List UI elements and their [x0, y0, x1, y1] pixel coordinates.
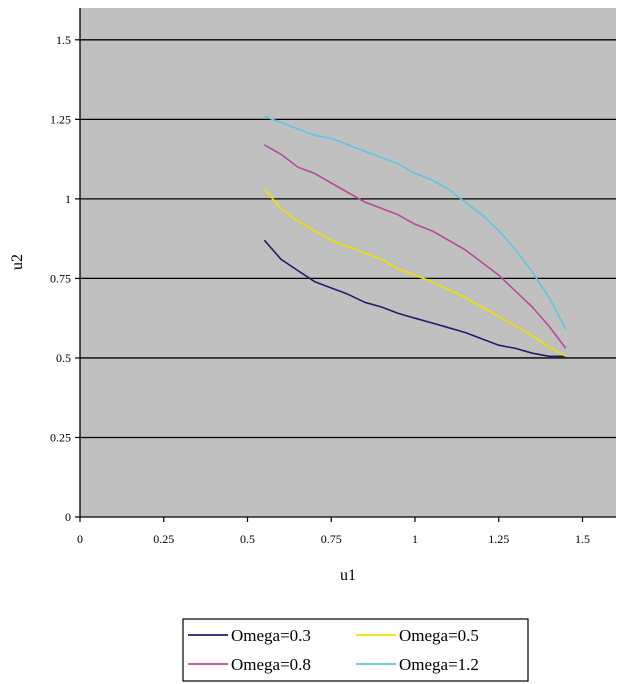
y-tick-label: 0.5	[56, 351, 71, 365]
legend-box	[182, 618, 529, 682]
y-tick-label: 1.25	[50, 112, 71, 126]
series-line-1	[263, 239, 566, 358]
series-line-2	[263, 188, 567, 357]
legend-label: Omega=0.8	[231, 655, 311, 674]
series-lines	[263, 115, 567, 358]
legend-label: Omega=0.5	[399, 626, 479, 645]
axes	[79, 8, 616, 518]
y-axis-title: u2	[9, 254, 26, 270]
y-axis-ticks: 0 0.25 0.5 0.75 1 1.25 1.5	[50, 33, 80, 524]
x-tick-label: 0.75	[321, 532, 342, 546]
y-tick-label: 0.25	[50, 430, 71, 444]
x-tick-label: 0.5	[240, 532, 255, 546]
x-tick-label: 0.25	[153, 532, 174, 546]
x-axis-ticks: 0 0.25 0.5 0.75 1 1.25 1.5	[77, 517, 590, 546]
legend-items: Omega=0.3 Omega=0.5 Omega=0.8 Omega=1.2	[188, 626, 479, 674]
series-line-4	[264, 115, 567, 330]
x-tick-label: 1.5	[575, 532, 590, 546]
legend-label: Omega=1.2	[399, 655, 479, 674]
legend-label: Omega=0.3	[231, 626, 311, 645]
y-tick-label: 1	[65, 192, 71, 206]
legend: Omega=0.3 Omega=0.5 Omega=0.8 Omega=1.2	[182, 618, 529, 682]
x-tick-label: 1	[412, 532, 418, 546]
y-tick-label: 1.5	[56, 33, 71, 47]
x-tick-label: 0	[77, 532, 83, 546]
y-tick-label: 0	[65, 510, 71, 524]
x-tick-label: 1.25	[488, 532, 509, 546]
plot-area	[80, 8, 616, 517]
series-line-3	[263, 144, 567, 349]
gridlines	[80, 39, 616, 439]
y-tick-label: 0.75	[50, 271, 71, 285]
x-axis-title: u1	[340, 567, 356, 584]
